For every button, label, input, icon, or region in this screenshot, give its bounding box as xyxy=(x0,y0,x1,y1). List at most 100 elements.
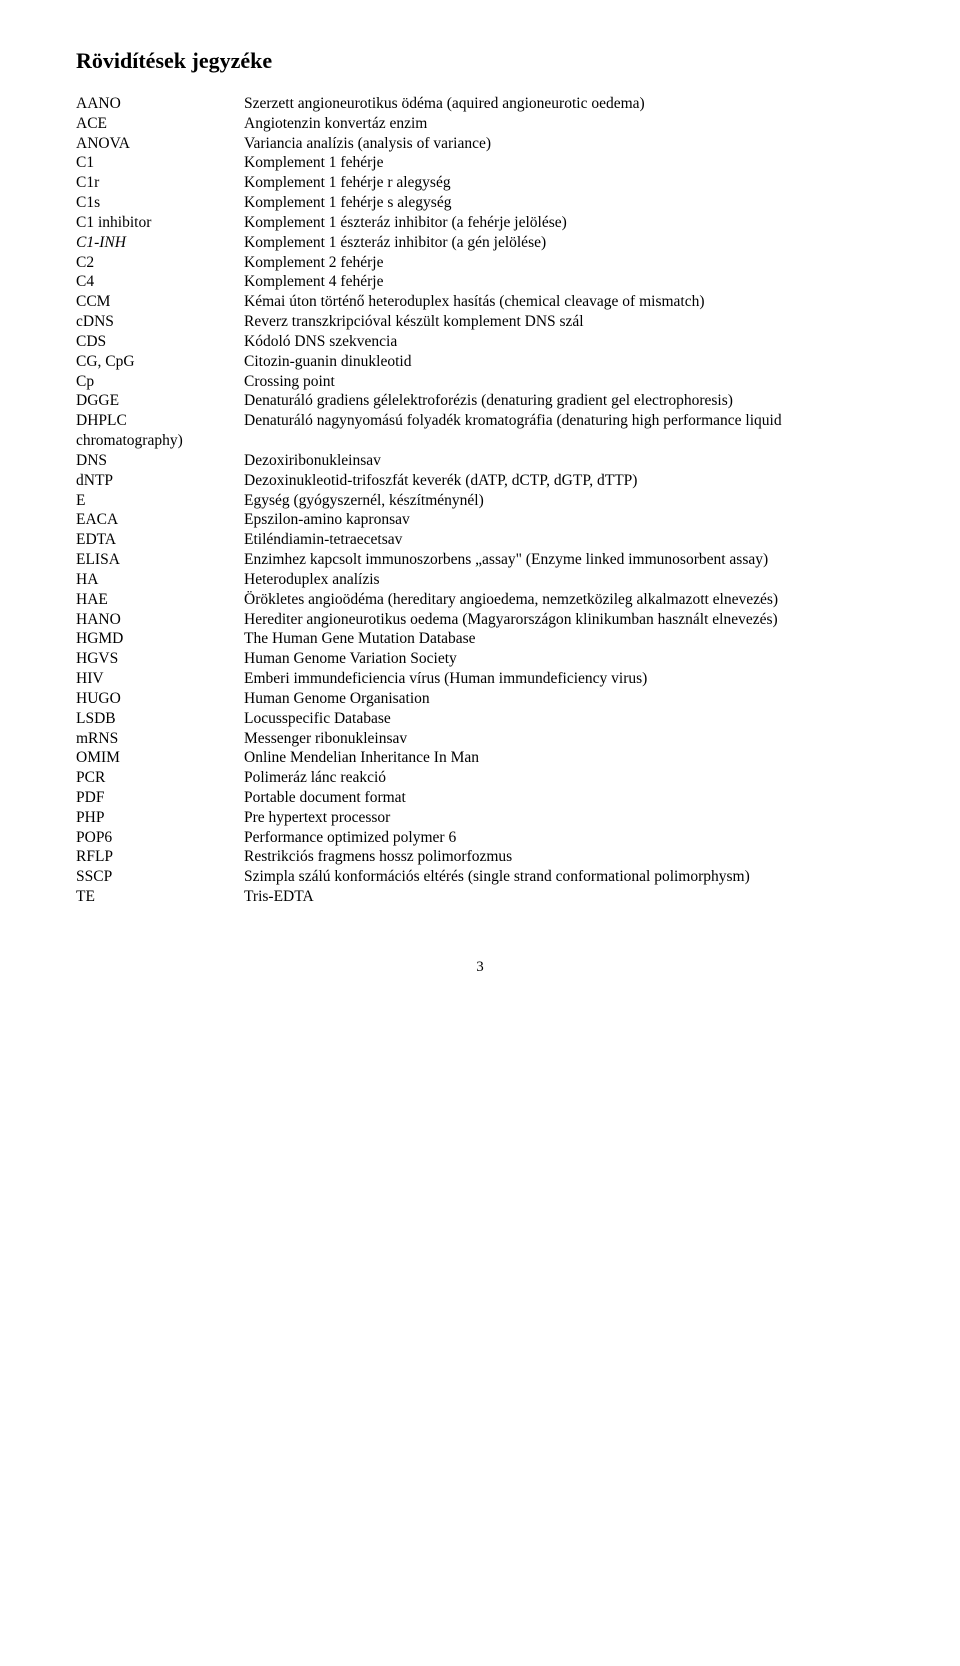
abbreviation: HIV xyxy=(76,669,244,689)
definition: Herediter angioneurotikus oedema (Magyar… xyxy=(244,610,884,630)
list-item: cDNSReverz transzkripcióval készült komp… xyxy=(76,312,884,332)
definition: Human Genome Organisation xyxy=(244,689,884,709)
definition: Komplement 1 észteráz inhibitor (a gén j… xyxy=(244,233,884,253)
list-item: C1-INHKomplement 1 észteráz inhibitor (a… xyxy=(76,233,884,253)
abbreviation: EDTA xyxy=(76,530,244,550)
abbreviation: DGGE xyxy=(76,391,244,411)
definition: Komplement 4 fehérje xyxy=(244,272,884,292)
definition: Denaturáló nagynyomású folyadék kromatog… xyxy=(244,411,884,431)
list-item: EACAEpszilon-amino kapronsav xyxy=(76,510,884,530)
definition: Szimpla szálú konformációs eltérés (sing… xyxy=(244,867,884,887)
definition: Komplement 1 észteráz inhibitor (a fehér… xyxy=(244,213,884,233)
abbreviation: C1r xyxy=(76,173,244,193)
definition: Komplement 1 fehérje xyxy=(244,153,884,173)
abbreviation: HGVS xyxy=(76,649,244,669)
definition: Portable document format xyxy=(244,788,884,808)
definition: Locusspecific Database xyxy=(244,709,884,729)
list-item: ELISAEnzimhez kapcsolt immunoszorbens „a… xyxy=(76,550,884,570)
definition: Crossing point xyxy=(244,372,884,392)
abbreviation: HAE xyxy=(76,590,244,610)
abbreviation-list: AANOSzerzett angioneurotikus ödéma (aqui… xyxy=(76,94,884,907)
abbreviation: LSDB xyxy=(76,709,244,729)
abbreviation: CCM xyxy=(76,292,244,312)
list-item: CG, CpGCitozin-guanin dinukleotid xyxy=(76,352,884,372)
abbreviation: C2 xyxy=(76,253,244,273)
abbreviation: C1s xyxy=(76,193,244,213)
definition: Dezoxinukleotid-trifoszfát keverék (dATP… xyxy=(244,471,884,491)
list-item: PDFPortable document format xyxy=(76,788,884,808)
definition: Heteroduplex analízis xyxy=(244,570,884,590)
definition: Komplement 1 fehérje r alegység xyxy=(244,173,884,193)
abbreviation: EACA xyxy=(76,510,244,530)
abbreviation: chromatography) xyxy=(76,431,244,451)
definition: Performance optimized polymer 6 xyxy=(244,828,884,848)
list-item: DHPLCDenaturáló nagynyomású folyadék kro… xyxy=(76,411,884,431)
definition: Citozin-guanin dinukleotid xyxy=(244,352,884,372)
page-number: 3 xyxy=(76,959,884,976)
list-item: EEgység (gyógyszernél, készítménynél) xyxy=(76,491,884,511)
list-item: C2Komplement 2 fehérje xyxy=(76,253,884,273)
list-item: DGGEDenaturáló gradiens gélelektroforézi… xyxy=(76,391,884,411)
list-item: ANOVAVariancia analízis (analysis of var… xyxy=(76,134,884,154)
list-item: CpCrossing point xyxy=(76,372,884,392)
abbreviation: ANOVA xyxy=(76,134,244,154)
abbreviation: dNTP xyxy=(76,471,244,491)
abbreviation: CDS xyxy=(76,332,244,352)
abbreviation: Cp xyxy=(76,372,244,392)
abbreviation: ACE xyxy=(76,114,244,134)
definition: Emberi immundeficiencia vírus (Human imm… xyxy=(244,669,884,689)
list-item: C4Komplement 4 fehérje xyxy=(76,272,884,292)
abbreviation: DNS xyxy=(76,451,244,471)
list-item: OMIMOnline Mendelian Inheritance In Man xyxy=(76,748,884,768)
abbreviation: HA xyxy=(76,570,244,590)
list-item: HGMDThe Human Gene Mutation Database xyxy=(76,629,884,649)
abbreviation: AANO xyxy=(76,94,244,114)
abbreviation: C1 inhibitor xyxy=(76,213,244,233)
document-page: Rövidítések jegyzéke AANOSzerzett angion… xyxy=(0,0,960,1016)
definition: Örökletes angioödéma (hereditary angioed… xyxy=(244,590,884,610)
list-item: chromatography) xyxy=(76,431,884,451)
abbreviation: HANO xyxy=(76,610,244,630)
abbreviation: E xyxy=(76,491,244,511)
page-title: Rövidítések jegyzéke xyxy=(76,48,884,74)
list-item: C1rKomplement 1 fehérje r alegység xyxy=(76,173,884,193)
abbreviation: POP6 xyxy=(76,828,244,848)
definition: Pre hypertext processor xyxy=(244,808,884,828)
list-item: C1sKomplement 1 fehérje s alegység xyxy=(76,193,884,213)
list-item: CCMKémai úton történő heteroduplex hasít… xyxy=(76,292,884,312)
abbreviation: HGMD xyxy=(76,629,244,649)
abbreviation: PCR xyxy=(76,768,244,788)
abbreviation: CG, CpG xyxy=(76,352,244,372)
definition: Epszilon-amino kapronsav xyxy=(244,510,884,530)
list-item: PHPPre hypertext processor xyxy=(76,808,884,828)
abbreviation: C4 xyxy=(76,272,244,292)
list-item: AANOSzerzett angioneurotikus ödéma (aqui… xyxy=(76,94,884,114)
list-item: CDSKódoló DNS szekvencia xyxy=(76,332,884,352)
definition: Kódoló DNS szekvencia xyxy=(244,332,884,352)
list-item: EDTAEtiléndiamin-tetraecetsav xyxy=(76,530,884,550)
definition: Online Mendelian Inheritance In Man xyxy=(244,748,884,768)
definition: Variancia analízis (analysis of variance… xyxy=(244,134,884,154)
list-item: TETris-EDTA xyxy=(76,887,884,907)
definition: Kémai úton történő heteroduplex hasítás … xyxy=(244,292,884,312)
list-item: HANOHerediter angioneurotikus oedema (Ma… xyxy=(76,610,884,630)
abbreviation: PHP xyxy=(76,808,244,828)
list-item: HAHeteroduplex analízis xyxy=(76,570,884,590)
abbreviation: C1 xyxy=(76,153,244,173)
list-item: PCRPolimeráz lánc reakció xyxy=(76,768,884,788)
list-item: HGVSHuman Genome Variation Society xyxy=(76,649,884,669)
list-item: DNSDezoxiribonukleinsav xyxy=(76,451,884,471)
abbreviation: HUGO xyxy=(76,689,244,709)
list-item: RFLPRestrikciós fragmens hossz polimorfo… xyxy=(76,847,884,867)
list-item: HAEÖrökletes angioödéma (hereditary angi… xyxy=(76,590,884,610)
definition: Komplement 2 fehérje xyxy=(244,253,884,273)
list-item: POP6Performance optimized polymer 6 xyxy=(76,828,884,848)
definition: Komplement 1 fehérje s alegység xyxy=(244,193,884,213)
definition: Human Genome Variation Society xyxy=(244,649,884,669)
definition: Dezoxiribonukleinsav xyxy=(244,451,884,471)
abbreviation: PDF xyxy=(76,788,244,808)
list-item: LSDBLocusspecific Database xyxy=(76,709,884,729)
definition: Szerzett angioneurotikus ödéma (aquired … xyxy=(244,94,884,114)
abbreviation: OMIM xyxy=(76,748,244,768)
definition: Reverz transzkripcióval készült kompleme… xyxy=(244,312,884,332)
